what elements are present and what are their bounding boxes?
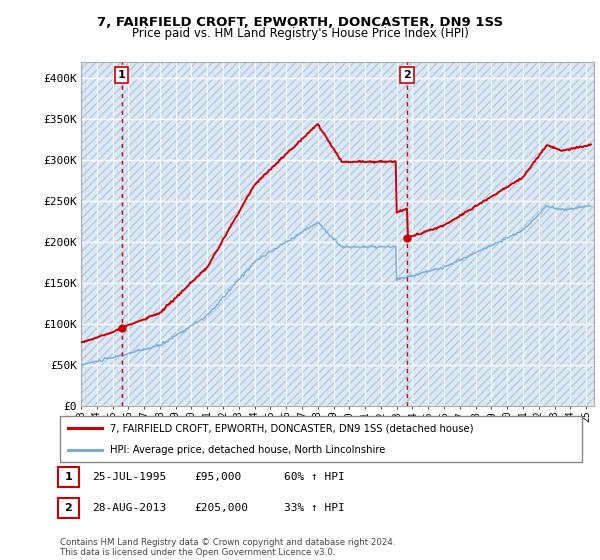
Text: 2: 2: [65, 503, 72, 513]
Text: HPI: Average price, detached house, North Lincolnshire: HPI: Average price, detached house, Nort…: [110, 445, 385, 455]
Text: 7, FAIRFIELD CROFT, EPWORTH, DONCASTER, DN9 1SS: 7, FAIRFIELD CROFT, EPWORTH, DONCASTER, …: [97, 16, 503, 29]
Text: 33% ↑ HPI: 33% ↑ HPI: [284, 503, 344, 513]
FancyBboxPatch shape: [58, 498, 79, 518]
FancyBboxPatch shape: [58, 467, 79, 487]
Text: £205,000: £205,000: [194, 503, 248, 513]
Text: 7, FAIRFIELD CROFT, EPWORTH, DONCASTER, DN9 1SS (detached house): 7, FAIRFIELD CROFT, EPWORTH, DONCASTER, …: [110, 423, 473, 433]
FancyBboxPatch shape: [60, 416, 582, 462]
Text: Contains HM Land Registry data © Crown copyright and database right 2024.
This d: Contains HM Land Registry data © Crown c…: [60, 538, 395, 557]
Text: 2: 2: [403, 70, 411, 80]
Text: 1: 1: [118, 70, 125, 80]
Text: 60% ↑ HPI: 60% ↑ HPI: [284, 472, 344, 482]
Text: 25-JUL-1995: 25-JUL-1995: [92, 472, 166, 482]
Text: 1: 1: [65, 472, 72, 482]
Text: 28-AUG-2013: 28-AUG-2013: [92, 503, 166, 513]
Text: £95,000: £95,000: [194, 472, 241, 482]
Text: Price paid vs. HM Land Registry's House Price Index (HPI): Price paid vs. HM Land Registry's House …: [131, 27, 469, 40]
